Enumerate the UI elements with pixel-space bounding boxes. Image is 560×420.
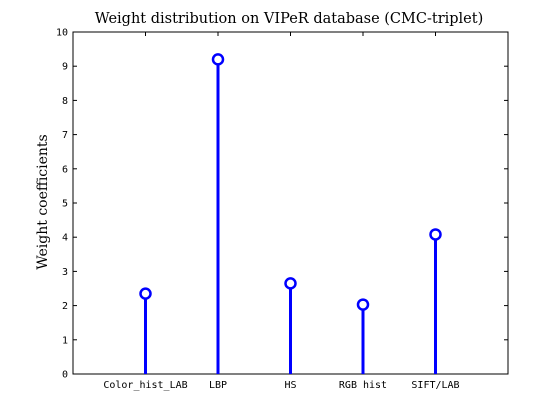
y-tick-label: 4: [62, 233, 68, 244]
y-tick-label: 0: [62, 370, 68, 381]
stem-marker: [211, 53, 225, 66]
y-tick-label: 2: [62, 301, 68, 312]
stem-marker: [284, 277, 297, 290]
y-tick-label: 5: [62, 199, 68, 210]
stem-marker: [356, 298, 370, 311]
y-tick-label: 6: [62, 164, 68, 175]
x-tick-label: Color_hist_LAB: [103, 380, 187, 391]
y-tick-label: 3: [62, 267, 68, 278]
y-axis-ticks: 0 1 2 3 4 5 6 7 8 9 10: [56, 28, 508, 381]
stem-marker: [429, 228, 442, 241]
x-tick-label: RGB hist: [339, 380, 387, 391]
y-tick-label: 10: [56, 28, 68, 39]
chart-title: Weight distribution on VIPeR database (C…: [95, 11, 484, 27]
x-tick-label: HS: [284, 380, 296, 391]
y-tick-label: 8: [62, 96, 68, 107]
y-axis-label: Weight coefficients: [35, 134, 51, 269]
x-tick-label: SIFT/LAB: [411, 380, 459, 391]
y-tick-label: 1: [62, 335, 68, 346]
y-tick-label: 7: [62, 130, 68, 141]
y-tick-label: 9: [62, 62, 68, 73]
x-tick-label: LBP: [209, 380, 227, 391]
stem-marker: [139, 287, 152, 300]
stem-series: [139, 53, 442, 374]
